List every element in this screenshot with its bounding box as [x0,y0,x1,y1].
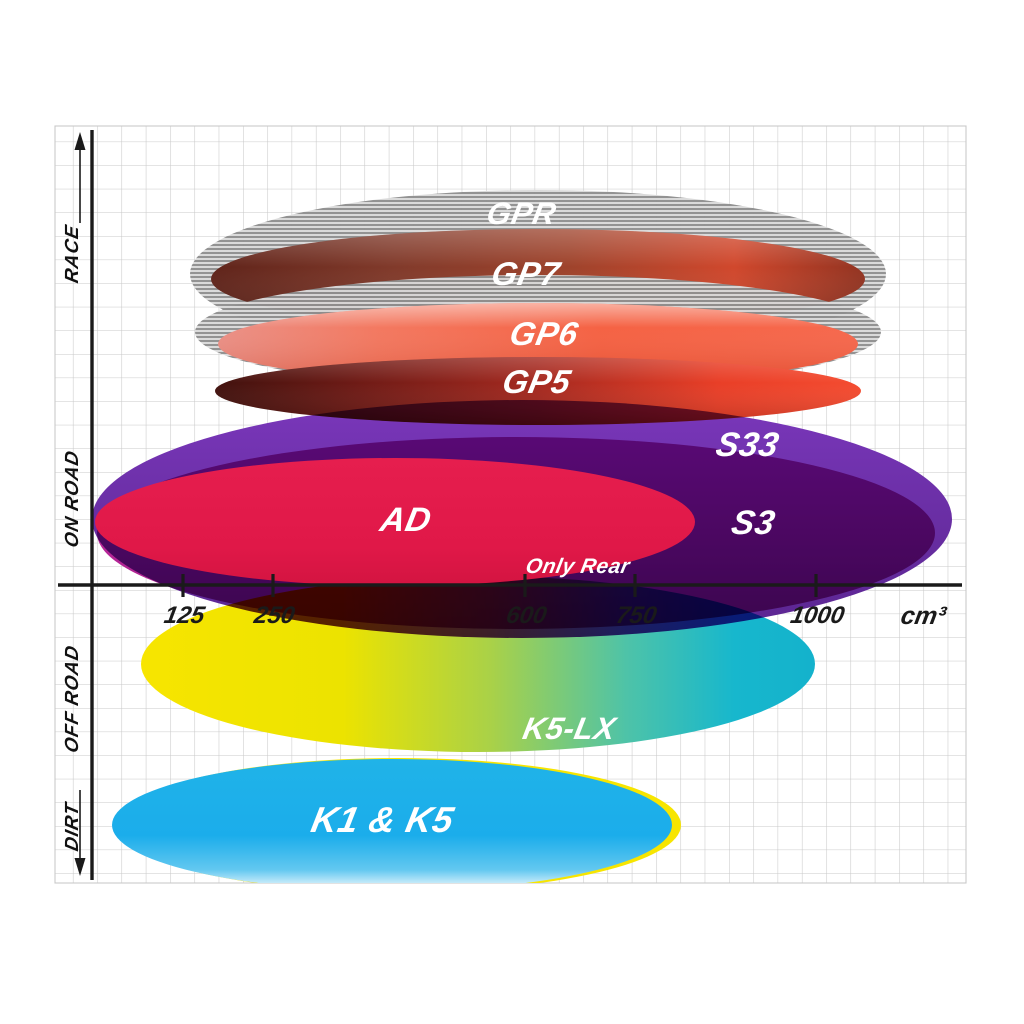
x-axis-ticks [181,574,818,597]
series-label-gp5: GP5 [499,364,574,401]
x-axis-tick-labels: 125 250 600 750 1000 [162,602,847,629]
series-label-k5lx: K5-LX [520,711,620,746]
x-tick-label-1000: 1000 [788,602,847,629]
y-axis-up-arrow [74,132,86,223]
x-tick-label-750: 750 [614,602,659,629]
series-shape-k1k5 [112,759,672,883]
y-axis-band-labels: RACE ON ROAD OFF ROAD DIRT [62,223,83,853]
y-band-label-dirt: DIRT [62,799,83,853]
series-label-s33: S33 [713,426,782,464]
y-band-label-off-road: OFF ROAD [62,643,83,755]
series-label-gpr: GPR [484,196,559,231]
series-shape-ad [95,458,695,586]
series-label-k1-k5: K1 & K5 [308,799,458,840]
annotation-only-rear: Only Rear [524,555,633,578]
axes [58,130,962,880]
y-band-label-on-road: ON ROAD [62,448,83,549]
y-band-label-race: RACE [62,223,83,285]
series-label-ad: AD [376,501,434,539]
series-label-gp6: GP6 [507,316,582,353]
x-tick-label-600: 600 [504,602,549,629]
series-labels: GPR GP7 GP6 GP5 S33 S3 AD Only Rear K5-L… [308,196,782,840]
x-tick-label-125: 125 [162,602,207,629]
series-label-gp7: GP7 [488,256,564,293]
series-label-s3: S3 [728,504,778,542]
y-axis-down-arrow [74,790,86,876]
x-axis-unit-label: cm³ [899,602,949,630]
x-tick-label-250: 250 [251,602,297,629]
